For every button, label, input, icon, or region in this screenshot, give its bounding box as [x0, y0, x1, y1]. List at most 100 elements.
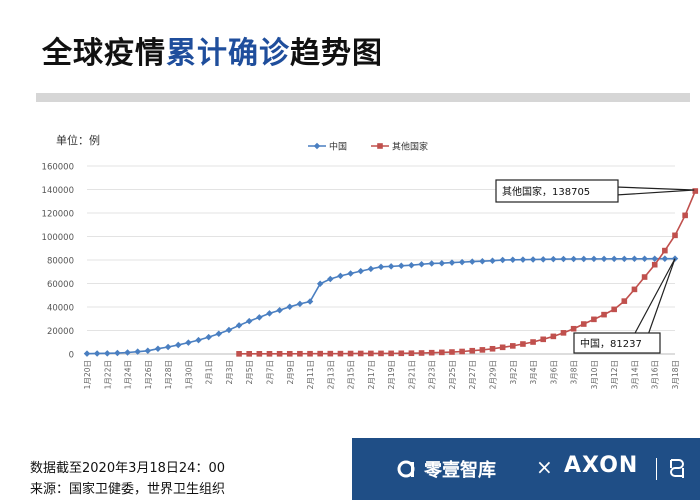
data-point [327, 350, 334, 357]
data-point [368, 350, 374, 357]
data-point [448, 259, 456, 266]
x-tick-label: 2月5日 [245, 360, 254, 385]
x-tick-label: 2月15日 [347, 360, 356, 389]
data-point [164, 343, 172, 351]
callout-pointer [615, 186, 695, 196]
x-tick-label: 2月7日 [265, 360, 274, 385]
x-tick-label: 2月27日 [468, 360, 477, 389]
data-point [174, 341, 182, 349]
data-point [439, 349, 445, 356]
data-point [428, 260, 435, 267]
data-point [93, 350, 101, 357]
data-point [560, 330, 567, 336]
data-point [479, 347, 486, 353]
data-point [611, 306, 617, 313]
data-point [509, 256, 517, 264]
data-point [600, 255, 608, 263]
brand-name-2: AXON [564, 453, 639, 478]
data-point [580, 321, 587, 327]
data-point [438, 259, 446, 267]
brand-cross: × [536, 455, 553, 479]
data-point [225, 326, 233, 334]
data-point [539, 256, 547, 263]
x-tick-label: 1月24日 [124, 360, 133, 389]
data-point [469, 347, 476, 354]
x-tick-label: 3月12日 [610, 360, 619, 389]
data-point [205, 333, 212, 341]
data-point [591, 316, 597, 323]
data-point [235, 322, 243, 329]
data-point [560, 255, 567, 263]
data-point [398, 350, 405, 357]
data-point [286, 303, 294, 311]
x-tick-label: 2月23日 [428, 360, 437, 389]
data-point [692, 188, 699, 194]
data-point [398, 262, 405, 270]
data-point [256, 314, 263, 321]
data-point [672, 232, 678, 239]
x-tick-label: 2月17日 [367, 360, 376, 389]
data-source-note: 来源：国家卫健委，世界卫生组织 [30, 482, 226, 497]
data-point [377, 263, 385, 271]
data-point [327, 275, 334, 283]
data-point [621, 255, 628, 263]
data-point [83, 350, 91, 357]
unit-label: 单位：例 [56, 134, 100, 147]
data-point [317, 350, 323, 357]
x-tick-label: 1月26日 [144, 360, 153, 389]
data-point [347, 270, 354, 277]
legend-marker [313, 142, 321, 150]
data-point [499, 256, 506, 264]
data-point [256, 351, 263, 357]
y-tick-label: 40000 [47, 304, 74, 314]
data-point [245, 317, 253, 325]
data-point [337, 350, 344, 357]
data-point [307, 350, 313, 357]
data-point [468, 258, 476, 265]
data-point [641, 255, 648, 263]
data-point [357, 350, 364, 357]
data-point [651, 255, 658, 262]
data-point [449, 349, 455, 355]
x-tick-label: 1月30日 [184, 360, 193, 389]
page-title: 全球疫情累计确诊趋势图 [42, 28, 383, 72]
callout-pointer [632, 258, 676, 336]
data-point [570, 255, 577, 263]
data-point [195, 336, 202, 344]
data-point [530, 339, 536, 345]
brand-banner: 零壹智库 × AXON [352, 438, 700, 500]
data-point [185, 339, 192, 346]
data-point [357, 267, 364, 275]
data-point [246, 351, 253, 357]
data-point [631, 286, 638, 293]
data-point [266, 310, 273, 317]
data-point [570, 325, 577, 332]
data-point [479, 257, 486, 265]
x-tick-label: 3月14日 [630, 360, 639, 389]
data-point [387, 263, 395, 270]
data-point [316, 280, 324, 287]
title-part-2: 累计确诊 [166, 36, 290, 71]
data-point [296, 300, 304, 308]
chart: 0 20000 40000 60000 80000 100000 120000 140000 1… [42, 141, 699, 389]
data-point [276, 307, 283, 314]
footer: 数据截至2020年3月18日24：00 来源：国家卫健委，世界卫生组织 [30, 458, 225, 500]
data-point [519, 256, 527, 263]
data-point [347, 350, 354, 357]
data-point [631, 255, 638, 263]
x-tick-label: 3月10日 [590, 360, 599, 389]
data-cutoff-note: 数据截至2020年3月18日24：00 [30, 461, 225, 476]
x-tick-label: 3月4日 [529, 360, 538, 385]
data-point [408, 350, 415, 357]
y-tick-label: 0 [69, 351, 74, 361]
data-point [134, 348, 141, 355]
data-point [418, 350, 425, 356]
x-tick-label: 3月2日 [509, 360, 518, 385]
data-point [520, 341, 526, 347]
x-tick-label: 1月22日 [103, 360, 112, 389]
x-tick-label: 2月25日 [448, 360, 457, 389]
data-point [276, 350, 283, 357]
x-tick-label: 2月11日 [306, 360, 315, 389]
data-point [550, 333, 557, 340]
x-tick-label: 2月9日 [286, 360, 295, 385]
